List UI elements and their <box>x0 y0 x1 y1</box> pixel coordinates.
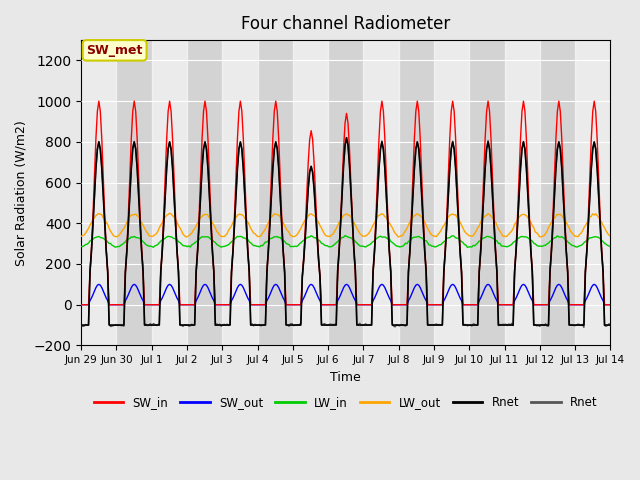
Bar <box>364 40 399 346</box>
Bar <box>222 40 257 346</box>
Bar <box>152 40 187 346</box>
Title: Four channel Radiometer: Four channel Radiometer <box>241 15 451 33</box>
Text: SW_met: SW_met <box>86 44 143 57</box>
Bar <box>293 40 328 346</box>
Bar <box>504 40 540 346</box>
X-axis label: Time: Time <box>330 371 361 384</box>
Bar <box>434 40 469 346</box>
Y-axis label: Solar Radiation (W/m2): Solar Radiation (W/m2) <box>15 120 28 265</box>
Bar <box>575 40 611 346</box>
Legend: SW_in, SW_out, LW_in, LW_out, Rnet, Rnet: SW_in, SW_out, LW_in, LW_out, Rnet, Rnet <box>89 391 602 413</box>
Bar <box>81 40 116 346</box>
